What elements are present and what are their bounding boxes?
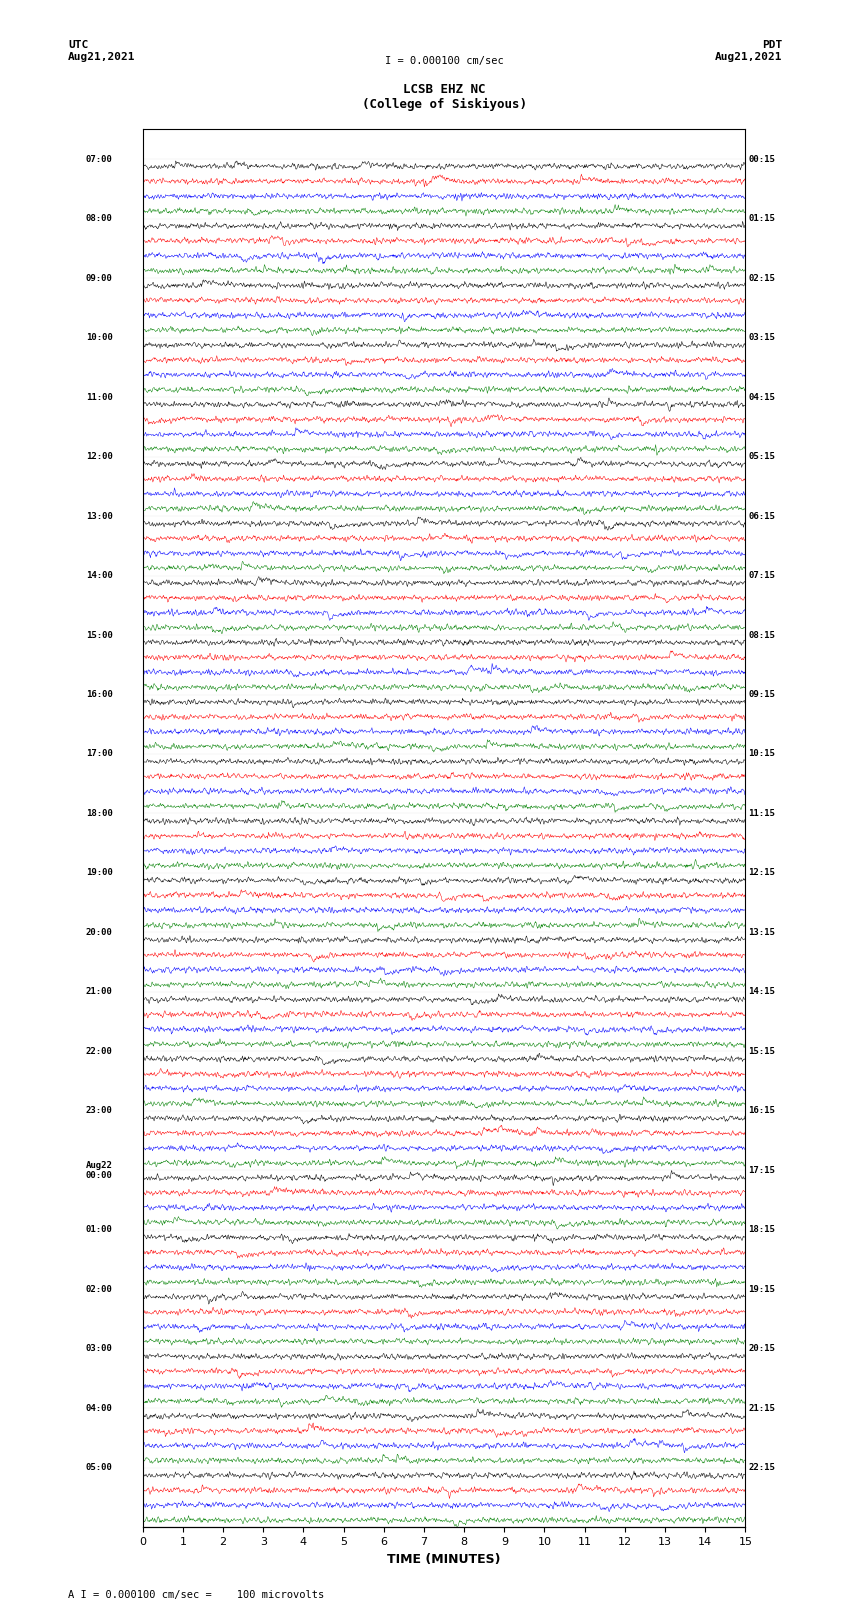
Text: Aug21,2021: Aug21,2021: [715, 52, 782, 61]
Text: 21:15: 21:15: [748, 1403, 775, 1413]
Text: 12:00: 12:00: [86, 452, 113, 461]
Text: Aug22
00:00: Aug22 00:00: [86, 1161, 113, 1181]
Text: 11:00: 11:00: [86, 392, 113, 402]
Text: 08:15: 08:15: [748, 631, 775, 639]
Text: 15:15: 15:15: [748, 1047, 775, 1057]
Text: 19:00: 19:00: [86, 868, 113, 877]
Text: 02:00: 02:00: [86, 1286, 113, 1294]
Text: 09:15: 09:15: [748, 690, 775, 698]
Text: PDT: PDT: [762, 40, 782, 50]
Text: 19:15: 19:15: [748, 1286, 775, 1294]
Text: 01:00: 01:00: [86, 1226, 113, 1234]
Text: 22:15: 22:15: [748, 1463, 775, 1473]
Text: 17:15: 17:15: [748, 1166, 775, 1174]
Text: A I = 0.000100 cm/sec =    100 microvolts: A I = 0.000100 cm/sec = 100 microvolts: [68, 1590, 324, 1600]
Text: 01:15: 01:15: [748, 215, 775, 223]
Text: 12:15: 12:15: [748, 868, 775, 877]
Text: 07:15: 07:15: [748, 571, 775, 581]
Text: UTC: UTC: [68, 40, 88, 50]
Text: 10:15: 10:15: [748, 750, 775, 758]
Text: 16:00: 16:00: [86, 690, 113, 698]
X-axis label: TIME (MINUTES): TIME (MINUTES): [388, 1553, 501, 1566]
Text: 02:15: 02:15: [748, 274, 775, 282]
Text: 08:00: 08:00: [86, 215, 113, 223]
Text: 10:00: 10:00: [86, 332, 113, 342]
Text: 17:00: 17:00: [86, 750, 113, 758]
Text: 03:00: 03:00: [86, 1345, 113, 1353]
Title: LCSB EHZ NC
(College of Siskiyous): LCSB EHZ NC (College of Siskiyous): [361, 84, 526, 111]
Text: 21:00: 21:00: [86, 987, 113, 997]
Text: 13:00: 13:00: [86, 511, 113, 521]
Text: 04:00: 04:00: [86, 1403, 113, 1413]
Text: 16:15: 16:15: [748, 1107, 775, 1116]
Text: 18:00: 18:00: [86, 810, 113, 818]
Text: 20:00: 20:00: [86, 927, 113, 937]
Text: 05:15: 05:15: [748, 452, 775, 461]
Text: 22:00: 22:00: [86, 1047, 113, 1057]
Text: 18:15: 18:15: [748, 1226, 775, 1234]
Text: 13:15: 13:15: [748, 927, 775, 937]
Text: 15:00: 15:00: [86, 631, 113, 639]
Text: 11:15: 11:15: [748, 810, 775, 818]
Text: 09:00: 09:00: [86, 274, 113, 282]
Text: Aug21,2021: Aug21,2021: [68, 52, 135, 61]
Text: 04:15: 04:15: [748, 392, 775, 402]
Text: 23:00: 23:00: [86, 1107, 113, 1116]
Text: 07:00: 07:00: [86, 155, 113, 163]
Text: 03:15: 03:15: [748, 332, 775, 342]
Text: 05:00: 05:00: [86, 1463, 113, 1473]
Text: 06:15: 06:15: [748, 511, 775, 521]
Text: 20:15: 20:15: [748, 1345, 775, 1353]
Text: 00:15: 00:15: [748, 155, 775, 163]
Text: 14:00: 14:00: [86, 571, 113, 581]
Text: I = 0.000100 cm/sec: I = 0.000100 cm/sec: [385, 56, 503, 66]
Text: 14:15: 14:15: [748, 987, 775, 997]
